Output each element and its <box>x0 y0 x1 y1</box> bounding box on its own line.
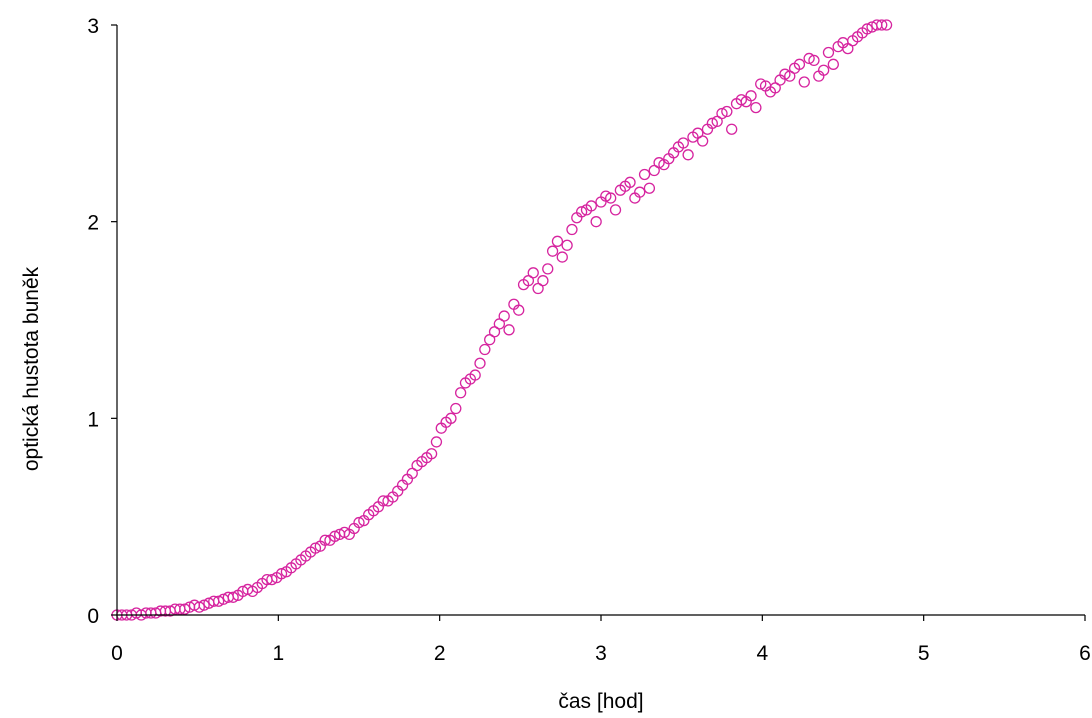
data-point <box>727 124 737 134</box>
x-tick-label: 6 <box>1079 642 1091 665</box>
data-point <box>504 325 514 335</box>
data-point <box>799 77 809 87</box>
y-tick-label: 3 <box>87 15 99 38</box>
data-point <box>431 437 441 447</box>
data-point <box>499 311 509 321</box>
data-point <box>552 236 562 246</box>
data-point <box>567 225 577 235</box>
data-point <box>611 205 621 215</box>
data-point <box>475 358 485 368</box>
data-point <box>698 136 708 146</box>
data-point <box>538 276 548 286</box>
data-point <box>644 183 654 193</box>
y-tick-label: 1 <box>87 408 99 431</box>
data-point <box>451 404 461 414</box>
axis-ticks: 0 1 2 3 4 5 6 0 1 2 3 <box>87 15 1091 665</box>
data-point <box>557 252 567 262</box>
data-point <box>640 169 650 179</box>
data-point <box>751 103 761 113</box>
data-point <box>548 246 558 256</box>
x-tick-label: 0 <box>111 642 123 665</box>
x-tick-label: 3 <box>595 642 607 665</box>
data-points <box>112 20 892 620</box>
data-point <box>480 345 490 355</box>
x-tick-label: 5 <box>918 642 930 665</box>
x-tick-label: 1 <box>272 642 284 665</box>
y-tick-label: 0 <box>87 605 99 628</box>
x-axis-title: čas [hod] <box>558 690 643 713</box>
y-axis-title: optická hustota buněk <box>20 266 43 471</box>
x-tick-label: 4 <box>756 642 768 665</box>
data-point <box>562 240 572 250</box>
data-point <box>456 388 466 398</box>
x-tick-label: 2 <box>434 642 446 665</box>
y-tick-label: 2 <box>87 212 99 235</box>
data-point <box>828 59 838 69</box>
data-point <box>683 150 693 160</box>
data-point <box>543 264 553 274</box>
data-point <box>528 268 538 278</box>
data-point <box>823 48 833 58</box>
data-point <box>591 217 601 227</box>
